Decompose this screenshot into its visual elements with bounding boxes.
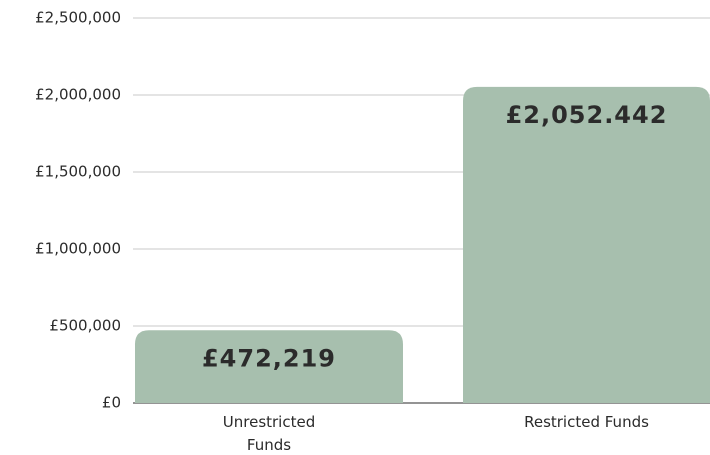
y-tick-label: £2,000,000 [35,86,121,104]
x-tick-label: Restricted Funds [524,413,649,431]
y-tick-label: £1,500,000 [35,163,121,181]
y-tick-label: £1,000,000 [35,240,121,258]
y-tick-label: £0 [102,394,121,412]
y-tick-label: £2,500,000 [35,9,121,27]
bar [463,86,710,403]
value-label: £472,219 [202,344,336,372]
y-tick-label: £500,000 [49,317,121,335]
value-label: £2,052.442 [506,101,668,129]
x-tick-label: Unrestricted Funds [222,413,316,454]
bar [135,330,403,403]
